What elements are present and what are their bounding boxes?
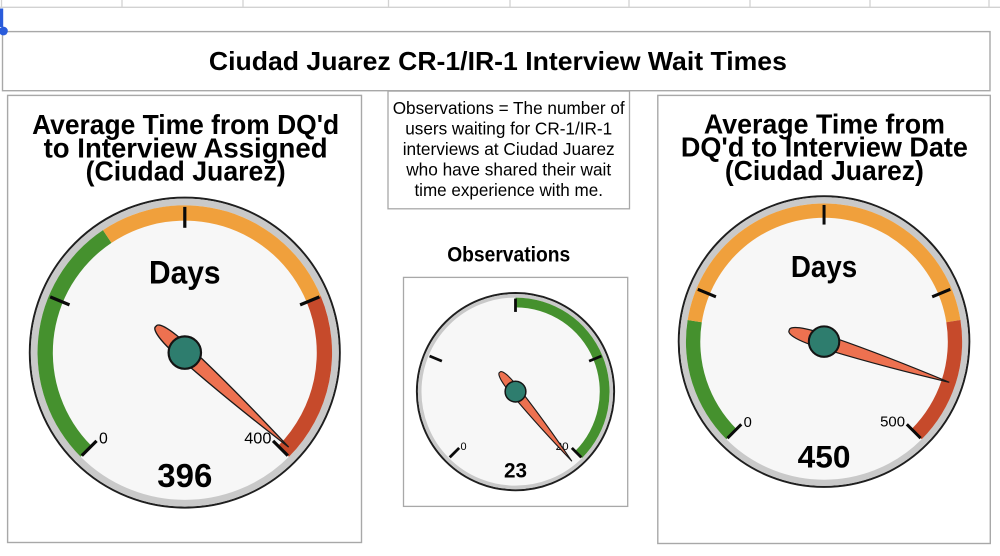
svg-text:DQ'd to Interview Date: DQ'd to Interview Date <box>681 132 968 163</box>
svg-text:(Ciudad Juarez): (Ciudad Juarez) <box>86 156 286 187</box>
svg-text:Observations: Observations <box>447 244 570 267</box>
svg-text:Days: Days <box>149 254 221 291</box>
svg-text:Ciudad Juarez CR-1/IR-1 Interv: Ciudad Juarez CR-1/IR-1 Interview Wait T… <box>209 46 787 76</box>
svg-text:Observations = The number of: Observations = The number of <box>393 98 625 118</box>
svg-text:Days: Days <box>791 249 857 284</box>
svg-text:interviews at Ciudad Juarez: interviews at Ciudad Juarez <box>403 139 615 159</box>
svg-text:Average Time from: Average Time from <box>704 108 945 139</box>
svg-text:450: 450 <box>798 440 851 475</box>
svg-text:Average Time from DQ'd: Average Time from DQ'd <box>32 109 339 140</box>
svg-text:to Interview Assigned: to Interview Assigned <box>44 132 328 163</box>
svg-text:0: 0 <box>744 414 752 431</box>
svg-text:time experience with me.: time experience with me. <box>414 180 603 200</box>
svg-text:0: 0 <box>460 441 466 453</box>
svg-text:23: 23 <box>504 459 527 482</box>
svg-text:users waiting for CR-1/IR-1: users waiting for CR-1/IR-1 <box>405 118 612 138</box>
svg-text:400: 400 <box>244 429 271 447</box>
svg-text:who have shared their wait: who have shared their wait <box>405 159 611 179</box>
svg-text:(Ciudad Juarez): (Ciudad Juarez) <box>725 155 924 186</box>
svg-text:500: 500 <box>880 414 905 431</box>
svg-text:0: 0 <box>99 430 108 448</box>
svg-text:396: 396 <box>157 458 212 495</box>
